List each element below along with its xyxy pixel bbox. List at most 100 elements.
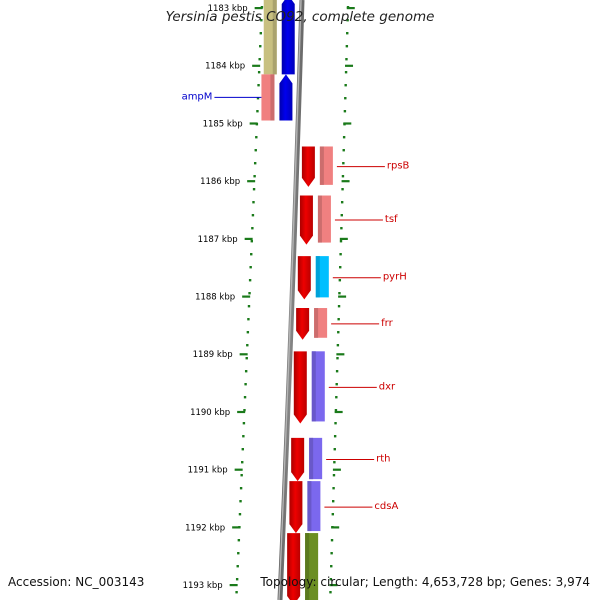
tick-mark-right [336,353,345,356]
backbone [277,0,305,600]
gene-label-pyrH: pyrH [383,272,407,283]
inner-guide-dot [239,487,243,490]
inner-guide-dot [259,32,263,35]
tick-mark-left [239,353,248,356]
inner-guide-dot [244,370,248,373]
backbone-highlight [278,0,302,600]
scale-ruler: 1183 kbp 1184 kbp 1185 kbp 1186 kbp 1187 kbp… [183,4,355,591]
outer-guide-dot [333,435,337,438]
outer-guide-dot [332,474,336,477]
gene-rth [291,437,323,482]
tick-label: 1186 kbp [200,177,240,187]
cds-arrow [289,481,303,534]
inner-guide-dot [257,84,260,87]
gene-dxr [293,351,325,424]
tick-label: 1185 kbp [203,119,243,129]
tick-label: 1191 kbp [188,466,228,476]
outer-guide-dot [337,331,340,334]
inner-guide-dot [255,136,258,139]
outer-guide-dot [336,344,340,347]
outer-guide-dot [329,591,332,594]
tick-label: 1193 kbp [183,581,223,591]
outer-guide-dot [337,305,341,308]
outer-guide-dot [342,162,345,165]
cog-box-shade [272,0,277,75]
tick-label: 1189 kbp [193,350,233,360]
outer-guide-dot [346,19,349,22]
tick-mark-right [334,410,343,414]
tick-mark-left [229,584,238,587]
outer-guide-dot [344,84,347,87]
gene-pyrH [297,256,329,300]
outer-guide-dot [335,396,338,399]
tick-mark-right [339,237,348,240]
tick-mark-left [247,180,256,183]
cds-arrow [297,256,311,300]
map-title: Yersinia pestis CO92, complete genome [165,9,435,25]
outer-guide-dot [342,136,346,139]
backbone-line [277,0,305,600]
inner-guide-dot [252,188,256,191]
outer-guide-dot [330,565,333,568]
outer-guide-dot [333,448,336,451]
tick-mark-right [343,122,352,125]
inner-guide-dot [244,383,247,386]
inner-guide-dot [258,58,261,61]
outer-guide-dot [342,149,345,152]
gene-label-dxr: dxr [379,381,396,392]
inner-guide-dot [251,214,255,217]
gene-tsf [299,195,331,245]
outer-guide-dot [345,45,349,48]
gene-label-rpsB: rpsB [387,161,410,172]
inner-guide-dot [245,357,248,360]
inner-guide-dot [252,201,255,204]
inner-guide-dot [239,500,242,503]
inner-guide-dot [256,110,259,113]
cog-box-shade [305,533,310,600]
tick-label: 1188 kbp [195,293,235,303]
inner-guide-dot [256,97,260,100]
tick-mark-left [242,295,251,298]
cds-arrow [301,146,315,187]
outer-guide-dot [334,422,337,425]
gene-label-frr: frr [381,318,393,329]
inner-guide-dot [247,305,251,308]
outer-guide-dot [336,357,339,360]
inner-guide-dot [246,344,249,347]
tick-label: 1190 kbp [190,408,230,418]
inner-guide-dot [235,591,238,594]
inner-guide-dot [254,149,257,152]
tick-label: 1184 kbp [205,62,245,72]
cds-arrow [281,0,295,75]
cds-arrow [293,351,307,424]
outer-guide-dot [346,32,349,35]
tick-mark-right [331,526,340,529]
tick-label: 1183 kbp [208,4,248,14]
outer-guide-dot [344,71,348,74]
inner-guide-dot [259,45,262,48]
tick-mark-right [332,468,341,471]
gene-unnamed-9 [287,533,319,600]
cog-box-shade [317,195,322,243]
inner-guide-dot [241,461,244,464]
gene-ampM [261,74,293,121]
outer-guide-dot [338,279,342,282]
inner-guide-dot [247,318,250,321]
cds-arrow [287,533,301,600]
outer-guide-dot [341,175,345,178]
gene-rpsB [301,146,333,187]
tick-mark-left [244,237,253,240]
inner-guide-dot [250,253,253,256]
outer-guide-dot [341,188,344,191]
tick-mark-right [338,295,347,298]
inner-guide-dot [257,71,261,74]
outer-guide-dot [332,487,335,490]
inner-guide-dot [260,19,263,22]
cog-box-shade [311,351,316,422]
outer-guide-dot [338,292,341,295]
tick-mark-left [249,122,258,125]
cog-box-shade [314,308,319,338]
accession-text: Accession: NC_003143 [8,575,145,589]
inner-guide-dot [240,474,243,477]
outer-guide-dot [332,500,335,503]
